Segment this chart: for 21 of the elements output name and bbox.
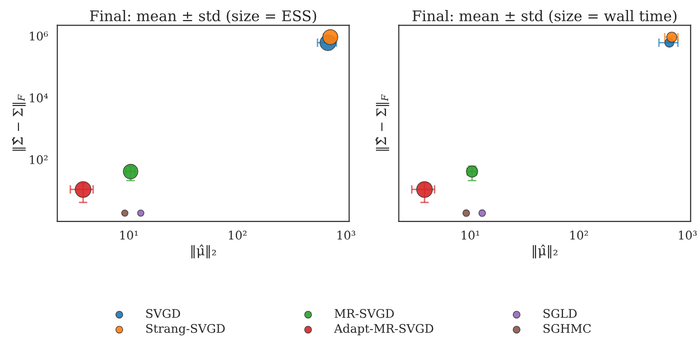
legend-label: Adapt-MR-SVGD (334, 324, 434, 336)
x-axis-title: ‖μ̂‖₂ (532, 244, 558, 258)
legend-label: SGLD (544, 309, 577, 318)
y-tick-label: 10² (30, 155, 48, 164)
y-tick-label: 10⁴ (30, 93, 48, 102)
chart-title: Final: mean ± std (size = ESS) (90, 10, 316, 24)
x-tick-label: 10¹ (120, 230, 138, 240)
y-axis-title: ‖Σ̂ − Σ‖$_{F}$ (12, 94, 26, 151)
y-tick-label: 10⁶ (30, 32, 48, 41)
x-tick-label: 10³ (678, 230, 697, 240)
legend-label: MR-SVGD (334, 309, 394, 318)
x-tick-label: 10³ (338, 230, 356, 240)
x-tick-label: 10¹ (462, 230, 480, 240)
legend-label: Strang-SVGD (146, 324, 225, 336)
y-axis-title: ‖Σ̂ − Σ‖$_{F}$ (375, 94, 390, 151)
legend-label: SVGD (146, 309, 180, 318)
x-tick-label: 10² (228, 230, 246, 240)
chart-title: Final: mean ± std (size = wall time) (412, 10, 676, 24)
legend-label: SGHMC (544, 324, 591, 333)
x-axis-title: ‖μ̂‖₂ (191, 244, 216, 258)
x-tick-label: 10² (570, 230, 588, 240)
